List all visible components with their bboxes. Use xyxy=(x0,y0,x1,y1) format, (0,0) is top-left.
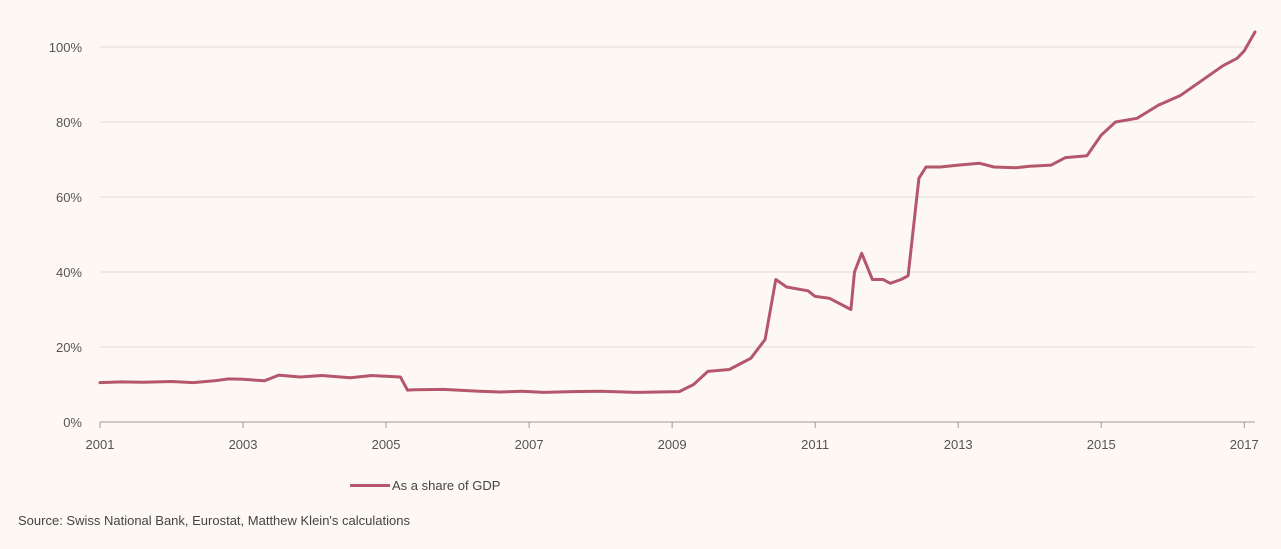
y-tick-label: 100% xyxy=(49,40,83,55)
y-tick-label: 40% xyxy=(56,265,82,280)
y-tick-label: 80% xyxy=(56,115,82,130)
source-note: Source: Swiss National Bank, Eurostat, M… xyxy=(18,513,410,528)
y-tick-label: 60% xyxy=(56,190,82,205)
grid-lines xyxy=(100,46,1255,423)
x-tick-label: 2017 xyxy=(1230,437,1259,452)
legend: As a share of GDP xyxy=(350,478,500,493)
x-tick-label: 2003 xyxy=(229,437,258,452)
x-axis: 2001 2003 2005 2007 2009 2011 2013 2015 2017 xyxy=(86,422,1259,452)
legend-label: As a share of GDP xyxy=(392,478,501,493)
x-tick-label: 2011 xyxy=(801,437,829,452)
x-tick-label: 2013 xyxy=(944,437,973,452)
series-group xyxy=(98,30,1257,394)
x-tick-label: 2005 xyxy=(372,437,401,452)
x-tick-label: 2015 xyxy=(1087,437,1116,452)
x-tick-label: 2001 xyxy=(86,437,115,452)
series-line xyxy=(98,30,1257,394)
y-axis: 0% 20% 40% 60% 80% 100% xyxy=(49,40,83,430)
y-tick-label: 0% xyxy=(63,415,82,430)
x-tick-label: 2009 xyxy=(658,437,687,452)
x-tick-label: 2007 xyxy=(515,437,544,452)
legend-swatch xyxy=(350,484,390,487)
y-tick-label: 20% xyxy=(56,340,82,355)
